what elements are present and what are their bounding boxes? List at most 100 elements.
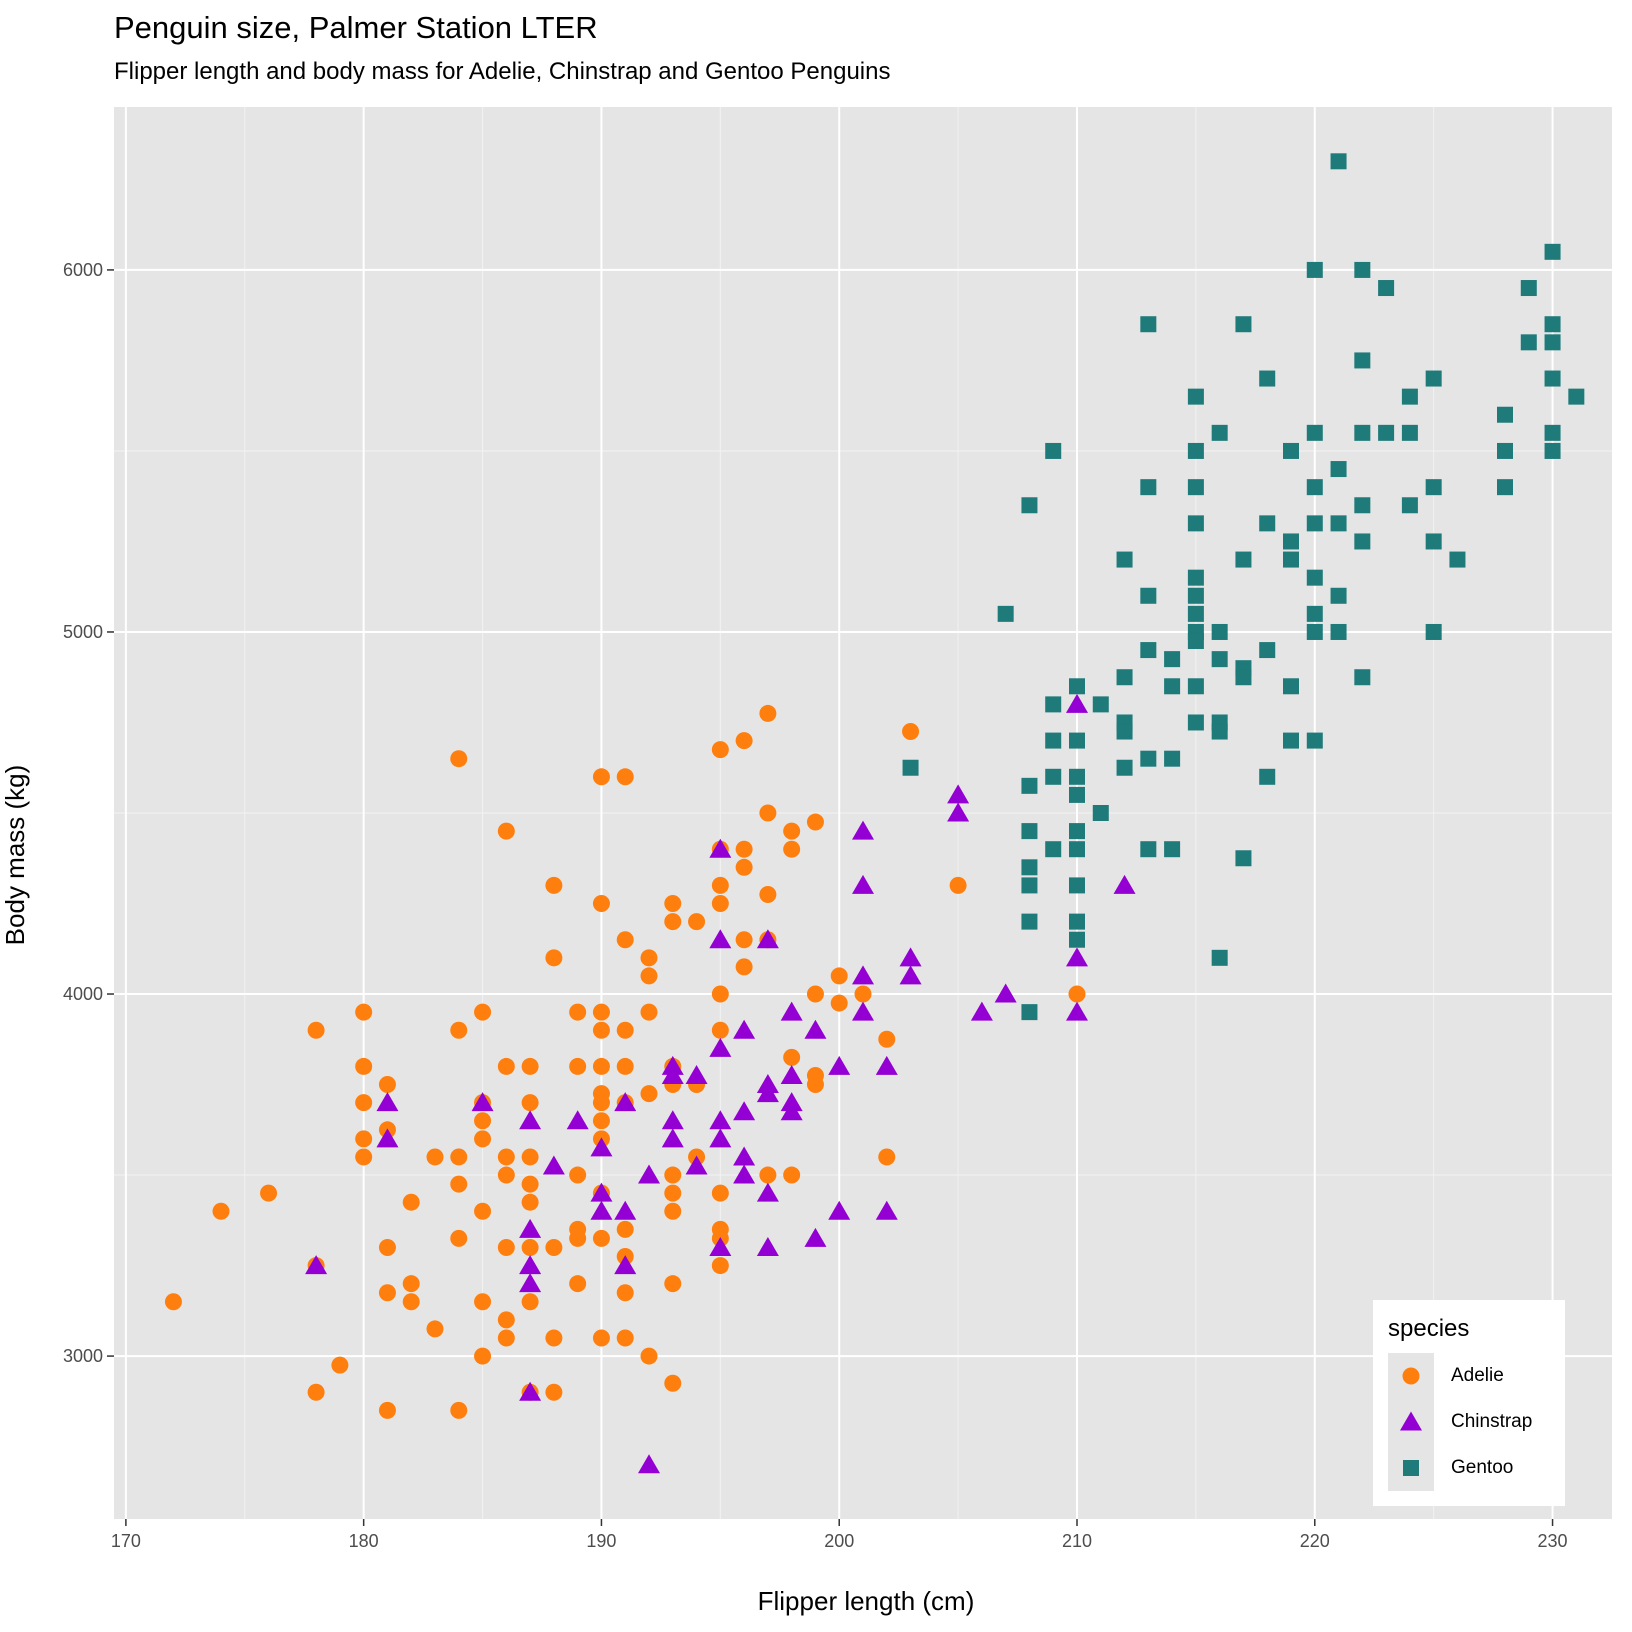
data-point-gentoo	[1330, 461, 1347, 478]
data-point-adelie	[402, 1193, 420, 1211]
data-point-adelie	[545, 949, 563, 967]
data-point-chinstrap	[542, 1155, 565, 1175]
data-point-gentoo	[1069, 678, 1085, 695]
data-point-gentoo	[1401, 424, 1418, 441]
data-point-gentoo	[1354, 261, 1371, 278]
data-point-gentoo	[1140, 587, 1157, 604]
data-point-chinstrap	[828, 1055, 851, 1075]
data-point-adelie	[545, 1383, 563, 1401]
data-point-gentoo	[1021, 859, 1038, 876]
data-point-adelie	[521, 1094, 539, 1112]
data-point-gentoo	[1021, 497, 1038, 514]
data-point-adelie	[664, 1202, 682, 1220]
data-point-adelie	[592, 1021, 610, 1039]
data-point-gentoo	[1045, 442, 1062, 459]
data-point-gentoo	[1069, 931, 1085, 948]
data-point-adelie	[521, 1193, 539, 1211]
data-point-adelie	[592, 768, 610, 786]
data-point-gentoo	[1425, 533, 1442, 550]
chart-subtitle: Flipper length and body mass for Adelie,…	[114, 58, 891, 85]
data-point-adelie	[592, 1094, 610, 1112]
data-point-gentoo	[1544, 442, 1561, 459]
data-point-gentoo	[1497, 442, 1513, 459]
triangle-marker-icon	[1400, 1411, 1422, 1431]
data-point-adelie	[569, 1229, 587, 1247]
data-point-adelie	[806, 1076, 824, 1094]
data-point-gentoo	[1259, 642, 1276, 659]
data-point-chinstrap	[875, 1055, 898, 1075]
data-point-gentoo	[1378, 424, 1395, 441]
data-point-adelie	[735, 931, 753, 949]
data-point-adelie	[426, 1320, 444, 1338]
data-point-adelie	[331, 1356, 349, 1374]
data-point-adelie	[164, 1293, 182, 1311]
data-point-gentoo	[1211, 949, 1228, 966]
data-point-chinstrap	[780, 1064, 803, 1084]
data-point-gentoo	[1259, 370, 1276, 387]
data-point-adelie	[521, 1148, 539, 1166]
data-point-chinstrap	[709, 1110, 732, 1130]
data-point-adelie	[450, 1148, 468, 1166]
x-tick-label: 230	[1538, 1531, 1568, 1551]
data-point-chinstrap	[733, 1101, 756, 1121]
data-point-chinstrap	[804, 1227, 827, 1247]
x-tick-label: 170	[111, 1531, 141, 1551]
data-point-adelie	[806, 813, 824, 831]
data-point-chinstrap	[780, 1001, 803, 1021]
data-point-gentoo	[1283, 678, 1299, 695]
data-point-adelie	[735, 732, 753, 750]
data-point-chinstrap	[852, 965, 874, 985]
data-point-gentoo	[1164, 651, 1181, 668]
data-point-gentoo	[1116, 669, 1133, 686]
data-point-chinstrap	[685, 1064, 708, 1084]
x-tick-label: 210	[1062, 1531, 1092, 1551]
data-point-gentoo	[1283, 732, 1299, 749]
data-point-gentoo	[1092, 696, 1109, 713]
data-point-chinstrap	[661, 1128, 684, 1148]
legend: species Adelie Chinstrap Gentoo	[1373, 1300, 1565, 1506]
chart-title: Penguin size, Palmer Station LTER	[114, 10, 598, 45]
data-point-adelie	[616, 1021, 634, 1039]
data-point-adelie	[688, 913, 706, 931]
data-point-chinstrap	[1066, 947, 1088, 967]
data-point-gentoo	[1283, 533, 1299, 550]
data-point-gentoo	[1069, 768, 1085, 785]
data-point-adelie	[378, 1401, 396, 1419]
data-point-adelie	[640, 1003, 658, 1021]
data-point-gentoo	[1045, 841, 1062, 858]
data-point-gentoo	[1187, 605, 1204, 622]
data-point-chinstrap	[1066, 1001, 1088, 1021]
data-point-gentoo	[1330, 623, 1347, 640]
data-point-adelie	[450, 1175, 468, 1193]
data-point-gentoo	[1069, 732, 1085, 749]
data-point-chinstrap	[519, 1110, 542, 1130]
data-point-gentoo	[1497, 406, 1513, 423]
data-point-adelie	[497, 1148, 515, 1166]
data-point-adelie	[497, 822, 515, 840]
data-point-adelie	[569, 1275, 587, 1293]
data-point-gentoo	[1449, 551, 1466, 568]
x-tick-label: 180	[349, 1531, 379, 1551]
y-tick-label: 6000	[63, 260, 103, 280]
data-point-adelie	[450, 1229, 468, 1247]
data-point-gentoo	[1259, 515, 1276, 532]
data-point-adelie	[545, 1238, 563, 1256]
data-point-gentoo	[1116, 759, 1133, 776]
data-point-adelie	[878, 1030, 896, 1048]
data-point-adelie	[378, 1284, 396, 1302]
data-point-chinstrap	[733, 1146, 756, 1166]
data-point-adelie	[878, 1148, 896, 1166]
data-point-gentoo	[1021, 823, 1038, 840]
data-point-gentoo	[1520, 334, 1537, 351]
data-point-gentoo	[1306, 623, 1323, 640]
data-point-chinstrap	[733, 1164, 756, 1184]
data-point-adelie	[616, 768, 634, 786]
data-point-adelie	[569, 1166, 587, 1184]
data-point-chinstrap	[709, 1037, 732, 1057]
data-point-gentoo	[1283, 551, 1299, 568]
data-point-adelie	[545, 1329, 563, 1347]
data-point-chinstrap	[804, 1019, 827, 1039]
data-point-chinstrap	[305, 1255, 328, 1275]
data-point-adelie	[759, 804, 777, 822]
